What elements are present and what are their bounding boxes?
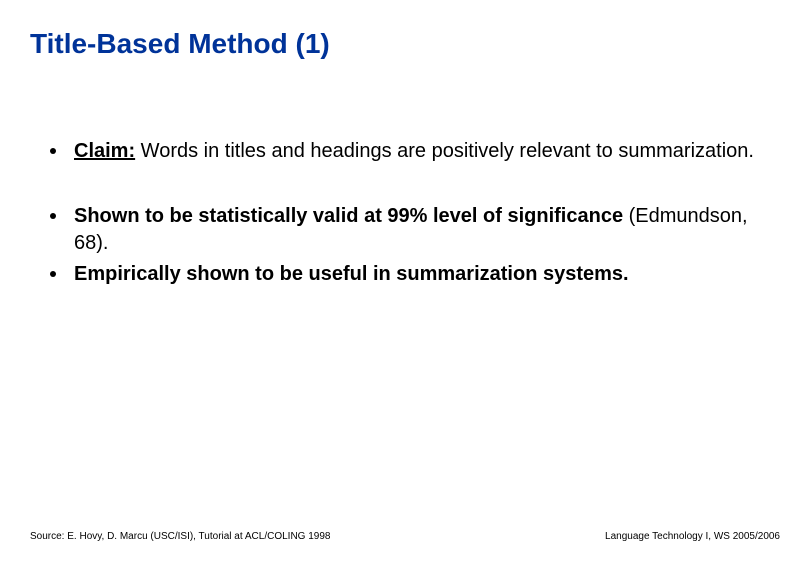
bullet-prefix: Claim:: [74, 140, 135, 162]
slide: Title-Based Method (1) Claim: Words in t…: [0, 0, 810, 570]
bullet-icon: [50, 271, 56, 277]
bullet-body: Shown to be statistically valid at 99% l…: [74, 205, 623, 227]
bullet-item: Shown to be statistically valid at 99% l…: [50, 203, 770, 257]
bullet-item: Empirically shown to be useful in summar…: [50, 261, 770, 288]
bullet-item: Claim: Words in titles and headings are …: [50, 138, 770, 165]
bullet-text: Shown to be statistically valid at 99% l…: [74, 203, 770, 257]
bullet-icon: [50, 148, 56, 154]
slide-title: Title-Based Method (1): [30, 28, 330, 60]
bullet-text: Claim: Words in titles and headings are …: [74, 138, 754, 165]
footer-course: Language Technology I, WS 2005/2006: [605, 531, 780, 542]
footer-source: Source: E. Hovy, D. Marcu (USC/ISI), Tut…: [30, 531, 330, 542]
bullet-icon: [50, 213, 56, 219]
bullet-text: Empirically shown to be useful in summar…: [74, 261, 629, 288]
bullet-body: Words in titles and headings are positiv…: [135, 140, 754, 162]
slide-content: Claim: Words in titles and headings are …: [50, 138, 770, 326]
bullet-body: Empirically shown to be useful in summar…: [74, 263, 629, 285]
